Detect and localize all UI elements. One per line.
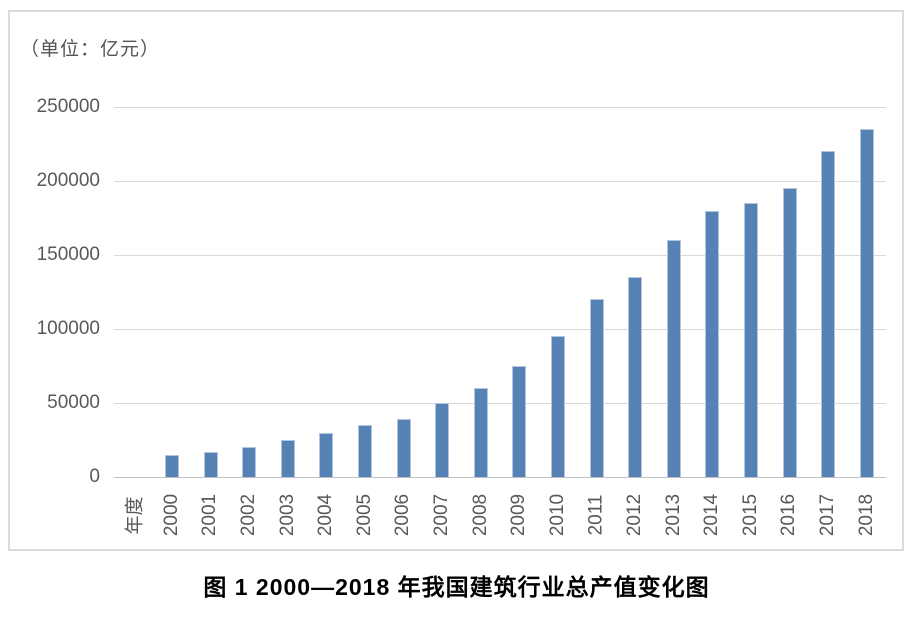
x-tick-label-text: 2005 [353,493,375,537]
y-tick-label: 250000 [36,96,100,117]
bar-2001 [203,451,218,477]
y-tick-label: 0 [89,466,100,487]
x-tick-label: 2003 [268,483,307,547]
bar-2018 [859,129,874,477]
x-tick-label-text: 2012 [624,493,646,537]
bar-2017 [821,151,836,477]
x-tick-label-text: 2001 [199,493,221,537]
bar-2009 [512,366,527,477]
x-tick-label: 2005 [346,483,385,547]
x-tick-label: 2012 [616,483,655,547]
x-tick-label-text: 2004 [315,493,337,537]
bar-2004 [319,432,334,477]
x-tick-label-text: 2000 [160,493,182,537]
x-tick-label: 2013 [654,483,693,547]
bar-2008 [473,388,488,477]
plot-area: 0 50000 100000 150000 200000 250000 年度 2000 2001… [10,12,902,549]
x-tick-label: 2007 [423,483,462,547]
x-tick-label-text: 年度 [124,495,146,535]
y-tick-label: 100000 [36,318,100,339]
x-tick-label-text: 2010 [546,493,568,537]
x-tick-label: 2011 [577,483,616,547]
gridline [114,329,886,330]
x-tick-label-text: 2003 [276,493,298,537]
figure-caption: 图 1 2000—2018 年我国建筑行业总产值变化图 [203,574,710,600]
x-tick-label: 2017 [809,483,848,547]
bar-2002 [242,447,257,477]
bar-2003 [280,440,295,477]
x-tick-label-text: 2013 [662,493,684,537]
x-tick-label: 2015 [732,483,771,547]
x-tick-label: 2018 [847,483,886,547]
x-axis-line [114,477,886,478]
y-tick-label: 50000 [47,392,100,413]
x-tick-label-text: 2008 [469,493,491,537]
x-tick-label: 2014 [693,483,732,547]
chart-frame: （单位：亿元） 0 50000 100000 150000 200000 250000 年度… [8,10,904,551]
bar-2005 [357,425,372,477]
x-tick-label: 2004 [307,483,346,547]
bar-2013 [666,240,681,477]
gridline [114,255,886,256]
x-tick-label: 2006 [384,483,423,547]
x-tick-label-text: 2002 [238,493,260,537]
gridline [114,107,886,108]
x-tick-label: 2009 [500,483,539,547]
bar-2011 [589,299,604,477]
x-tick-label-text: 2017 [817,493,839,537]
unit-label: （单位：亿元） [20,39,161,60]
x-tick-label: 2008 [461,483,500,547]
x-tick-label: 2016 [770,483,809,547]
x-tick-label-text: 2015 [739,493,761,537]
gridline [114,181,886,182]
bar-2014 [705,210,720,477]
x-tick-label: 2010 [539,483,578,547]
y-tick-label: 200000 [36,170,100,191]
x-tick-label: 2002 [230,483,269,547]
x-tick-label-text: 2009 [508,493,530,537]
bar-2012 [628,277,643,477]
x-tick-label: 2000 [153,483,192,547]
y-tick-label: 150000 [36,244,100,265]
bar-2006 [396,419,411,477]
x-axis-title: 年度 [114,483,153,547]
x-tick-label: 2001 [191,483,230,547]
x-tick-label-text: 2018 [855,493,877,537]
bar-2000 [164,454,179,477]
x-tick-label-text: 2007 [431,493,453,537]
gridline [114,403,886,404]
bar-2007 [435,403,450,477]
bar-2010 [550,336,565,477]
bar-2016 [782,188,797,477]
x-tick-label-text: 2011 [585,494,607,536]
x-tick-label-text: 2006 [392,493,414,537]
x-tick-label-text: 2014 [701,493,723,537]
bar-2015 [743,203,758,477]
x-tick-label-text: 2016 [778,493,800,537]
